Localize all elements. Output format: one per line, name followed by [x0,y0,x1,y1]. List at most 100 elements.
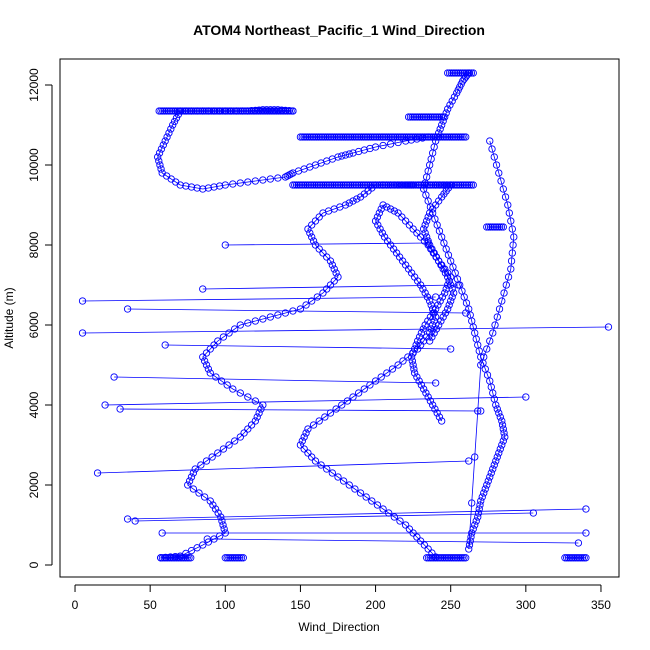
data-point [445,133,454,141]
data-point [383,369,391,377]
y-tick-label: 10000 [27,148,41,182]
data-point [352,181,360,189]
data-point [408,357,417,365]
data-point [445,301,453,309]
data-point [437,113,446,121]
excursion-line [202,284,459,290]
data-point [187,554,195,562]
data-point [312,133,321,141]
y-tick-label: 4000 [27,391,41,418]
data-point [251,397,259,405]
data-point [219,521,227,529]
data-point [349,197,357,205]
data-point [202,107,210,115]
data-point [274,311,282,319]
data-point [301,181,310,189]
data-point [413,133,421,141]
data-point [394,209,402,217]
data-point [323,285,331,293]
x-tick-label: 200 [366,598,386,612]
data-point [449,133,457,141]
data-point [357,133,366,141]
data-point [178,554,186,562]
data-point [326,281,335,289]
data-point [300,433,308,441]
data-point [309,133,317,141]
data-point [400,133,409,141]
data-point [350,133,358,141]
data-point [493,313,501,321]
data-point [244,393,252,401]
data-point [345,481,353,489]
data-point [458,181,467,189]
data-point [499,437,507,445]
x-axis: 0 50 100 150 200 250 300 350 [72,584,611,612]
data-point [155,157,163,165]
data-point [381,133,389,141]
data-point [332,133,341,141]
data-point [498,421,507,429]
data-point [456,554,465,562]
data-point [429,401,437,409]
data-point [357,181,366,189]
data-point [476,501,484,509]
data-point [437,181,445,189]
data-point [498,441,506,449]
data-point [308,297,316,305]
y-axis-label: Altitude (m) [2,287,16,348]
data-point [233,107,241,115]
data-point [345,133,353,141]
data-point [156,161,164,169]
data-point [442,133,450,141]
data-point [438,121,446,129]
data-point [500,289,508,297]
data-point [282,107,290,115]
data-point [498,297,506,305]
data-point [185,477,194,485]
data-point [486,473,494,481]
data-point [475,505,483,513]
data-point [185,554,193,562]
data-point [487,469,495,477]
data-point [427,301,435,309]
data-point [229,107,237,115]
data-point [447,181,456,189]
data-point [338,133,346,141]
data-point [453,69,461,77]
data-point [415,113,424,121]
data-point [456,69,465,77]
data-point [244,107,252,115]
data-point [300,181,308,189]
data-point [410,365,418,373]
data-point [375,133,384,141]
x-tick-label: 0 [72,598,79,612]
data-point [311,241,320,249]
data-point [315,245,323,253]
data-point [202,349,211,357]
data-point [169,107,178,115]
data-point [304,449,312,457]
data-point [316,181,324,189]
data-point [225,329,233,337]
data-point [168,107,176,115]
data-point [296,133,305,141]
data-point [429,305,437,313]
data-point [224,107,232,115]
data-point [396,517,404,525]
data-point [409,133,418,141]
data-point [283,172,291,180]
data-point [433,133,441,141]
data-point [438,181,447,189]
data-point [435,321,443,329]
data-point [424,545,432,553]
data-point [305,133,314,141]
data-point [453,554,461,562]
data-point [480,353,488,361]
data-point [433,409,441,417]
data-point [451,181,459,189]
y-tick-label: 2000 [27,471,41,498]
data-point [327,133,335,141]
data-point [404,353,412,361]
data-point [187,183,196,191]
data-point [440,181,449,189]
